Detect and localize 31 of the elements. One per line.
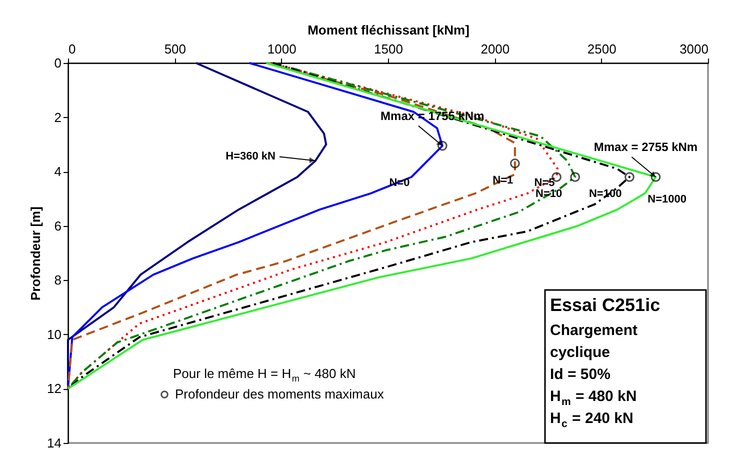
legend-label: Profondeur des moments maximaux [175, 386, 384, 402]
point [510, 158, 520, 168]
y-tick-label: 14 [47, 436, 62, 450]
x-tick-label: 3000 [680, 42, 708, 56]
point [650, 172, 661, 182]
y-axis-title: Profondeur [m] [28, 206, 44, 300]
x-tick-label: 2500 [587, 42, 616, 56]
point [570, 172, 580, 182]
y-tick-label: 8 [54, 272, 62, 288]
y-tick-label: 4 [54, 164, 62, 180]
y-tick-label: 6 [54, 218, 62, 234]
point [624, 172, 634, 182]
series-label: N=5 [534, 177, 555, 189]
x-tick-label: 1000 [267, 42, 296, 56]
point [437, 140, 448, 151]
x-tick-label: 500 [164, 42, 186, 56]
annotation: Chargement [550, 322, 638, 339]
text: H=360 kN [226, 150, 276, 163]
x-axis-title: Moment fléchissant [kNm] [308, 22, 470, 38]
y-tick-label: 2 [54, 110, 62, 125]
annotation: Id = 50% [550, 366, 610, 383]
series-label: N=1000 [648, 193, 686, 206]
annotation: cyclique [550, 344, 610, 361]
y-tick-label: 0 [54, 56, 62, 70]
x-tick-label: 2000 [480, 42, 510, 56]
y-tick-label: 10 [47, 326, 62, 342]
annotation: Mmax = 2755 kNm [594, 140, 698, 154]
x-tick-label: 0 [68, 42, 76, 56]
annotation: Essai C251ic [550, 295, 660, 315]
y-tick-label: 12 [47, 381, 62, 396]
x-tick-label: 1500 [374, 42, 403, 56]
